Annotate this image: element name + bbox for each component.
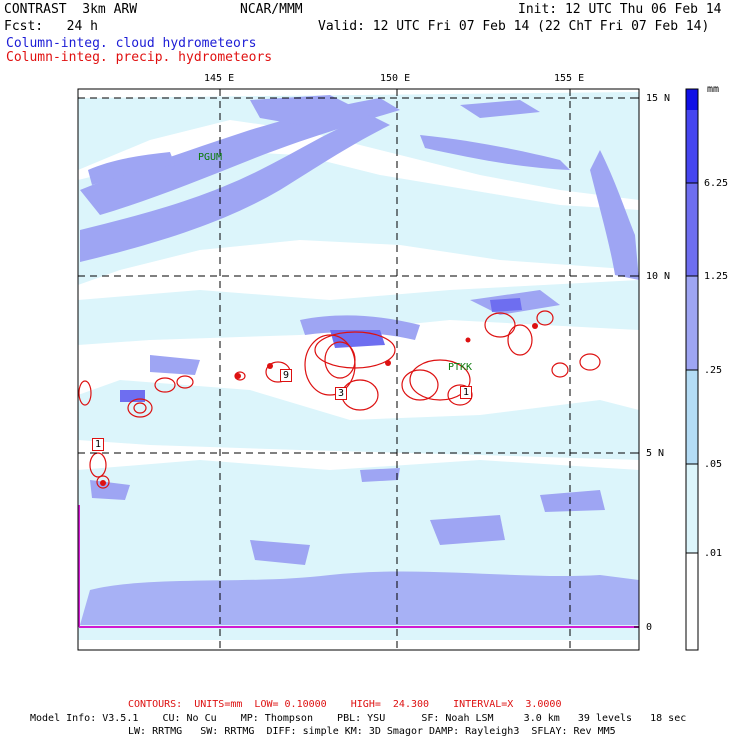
colorbar-units: mm [707, 84, 720, 95]
colorbar-swatch-5 [686, 110, 698, 183]
forecast-hour: Fcst: 24 h [4, 19, 98, 34]
map-frame [77, 88, 640, 651]
contour-label: 9 [280, 369, 293, 382]
colorbar-swatch-4 [686, 183, 698, 276]
field-cloud-label: Column-integ. cloud hydrometeors [6, 36, 257, 51]
contour-label: 1 [460, 386, 473, 399]
model-info-line2: LW: RRTMG SW: RRTMG DIFF: simple KM: 3D … [128, 726, 616, 737]
colorbar-swatch-0 [686, 553, 698, 650]
colorbar-swatch-1 [686, 464, 698, 553]
model-info-line1: Model Info: V3.5.1 CU: No Cu MP: Thompso… [30, 713, 687, 724]
contour-info: CONTOURS: UNITS=mm LOW= 0.10000 HIGH= 24… [128, 699, 562, 710]
colorbar-level: .05 [704, 459, 723, 470]
lat-label: 15 N [646, 93, 671, 104]
colorbar [685, 88, 699, 651]
colorbar-level: .01 [704, 548, 723, 559]
field-precip-label: Column-integ. precip. hydrometeors [6, 50, 273, 65]
station-label: PTKK [448, 362, 473, 373]
lat-label: 10 N [646, 271, 671, 282]
valid-time: Valid: 12 UTC Fri 07 Feb 14 (22 ChT Fri … [318, 19, 710, 34]
lat-label: 0 [646, 622, 653, 633]
colorbar-level: .25 [704, 365, 723, 376]
lon-label: 155 E [554, 73, 585, 84]
colorbar-level: 6.25 [704, 178, 729, 189]
contour-label: 1 [92, 438, 105, 451]
init-time: Init: 12 UTC Thu 06 Feb 14 [518, 2, 722, 17]
lon-label: 150 E [380, 73, 411, 84]
lat-label: 5 N [646, 448, 665, 459]
domain-boundary [78, 505, 639, 628]
station-label: PGUM [198, 152, 223, 163]
contour-label: 3 [335, 387, 348, 400]
colorbar-level: 1.25 [704, 271, 729, 282]
precip-cores [100, 323, 538, 486]
colorbar-swatch-2 [686, 370, 698, 464]
axis-ticks [219, 89, 639, 628]
cloud-field [78, 92, 639, 640]
graticule [78, 89, 639, 650]
plot-title: CONTRAST 3km ARW [4, 2, 138, 17]
organization: NCAR/MMM [240, 2, 303, 17]
colorbar-swatch-3 [686, 276, 698, 370]
colorbar-swatch-6 [686, 89, 698, 110]
lon-label: 145 E [204, 73, 235, 84]
